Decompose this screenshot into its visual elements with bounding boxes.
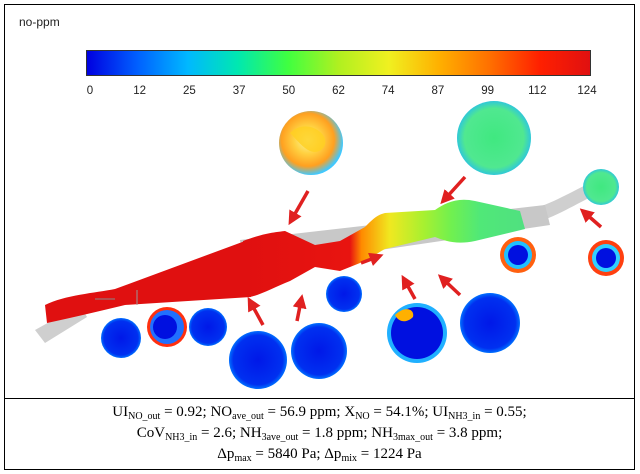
caption-text: = 5840 Pa; Δp	[251, 446, 342, 462]
legend-title: no-ppm	[19, 15, 60, 29]
caption-text: = 54.1%; UI	[369, 404, 449, 420]
caption-subscript: NH3_in	[165, 432, 198, 443]
colorbar-tick-label: 99	[481, 85, 494, 97]
colorbar-tick-labels: 0 12 25 37 50 62 74 87 99 112 124	[5, 85, 634, 101]
caption-text: Δp	[217, 446, 235, 462]
colorbar-tick-label: 37	[232, 85, 246, 97]
caption-text: = 0.55;	[480, 404, 527, 420]
caption-subscript: NH3_in	[448, 411, 481, 422]
section-disk-2	[457, 101, 531, 175]
colorbar-tick-label: 62	[332, 85, 345, 97]
colorbar-tick-label: 112	[528, 85, 547, 97]
caption-text: CoV	[136, 425, 166, 441]
caption-text: = 0.92; NO	[160, 404, 233, 420]
caption-subscript: mix	[341, 453, 357, 464]
caption-text: = 1.8 ppm; NH	[298, 425, 393, 441]
caption-text: = 2.6; NH	[197, 425, 262, 441]
colorbar-tick-label: 0	[86, 85, 94, 97]
caption-subscript: max	[234, 453, 252, 464]
caption-line-3: Δpmax = 5840 Pa; Δpmix = 1224 Pa	[5, 444, 634, 465]
caption-text: UI	[112, 404, 129, 420]
colorbar-tick-label: 87	[431, 85, 445, 97]
caption-subscript: NO	[355, 411, 370, 422]
section-disk-9	[189, 308, 227, 346]
caption-subscript: NO_out	[128, 411, 161, 422]
section-disk-1	[279, 111, 343, 175]
colorbar-tick-label: 50	[282, 85, 296, 97]
colorbar	[86, 50, 591, 76]
colorbar-tick-label: 74	[381, 85, 395, 97]
caption-text: = 3.8 ppm;	[432, 425, 503, 441]
section-disk-3	[583, 169, 619, 205]
colorbar-tick-label: 124	[577, 85, 597, 97]
caption-subscript: ave_out	[232, 411, 264, 422]
exhaust-system-contour	[35, 101, 624, 389]
section-disk-4	[500, 237, 536, 273]
caption-subscript: 3max_out	[392, 432, 433, 443]
section-arrows	[247, 175, 603, 326]
contour-figure-panel: no-ppm 0 12 25 37 50 62 74 87 99 112 124	[5, 5, 634, 399]
mixer-body	[243, 199, 525, 297]
caption-subscript: 3ave_out	[261, 432, 299, 443]
caption-text: = 1224 Pa	[357, 446, 422, 462]
section-disk-6	[326, 276, 362, 312]
caption-text: = 56.9 ppm; X	[263, 404, 356, 420]
figure-frame: no-ppm 0 12 25 37 50 62 74 87 99 112 124	[4, 4, 635, 470]
section-disk-7	[101, 318, 141, 358]
section-disk-11	[291, 323, 347, 379]
colorbar-tick-label: 12	[133, 85, 147, 97]
colorbar-tick-label: 25	[182, 85, 196, 97]
section-disk-13	[460, 293, 520, 353]
section-disk-8	[147, 307, 187, 347]
caption-line-1: UINO_out = 0.92; NOave_out = 56.9 ppm; X…	[5, 402, 634, 423]
inlet-duct-red	[45, 241, 251, 323]
section-disk-12	[387, 303, 447, 363]
section-disk-5	[588, 240, 624, 276]
caption: UINO_out = 0.92; NOave_out = 56.9 ppm; X…	[5, 399, 634, 474]
caption-line-2: CoVNH3_in = 2.6; NH3ave_out = 1.8 ppm; N…	[5, 423, 634, 444]
section-disk-10	[229, 331, 287, 389]
